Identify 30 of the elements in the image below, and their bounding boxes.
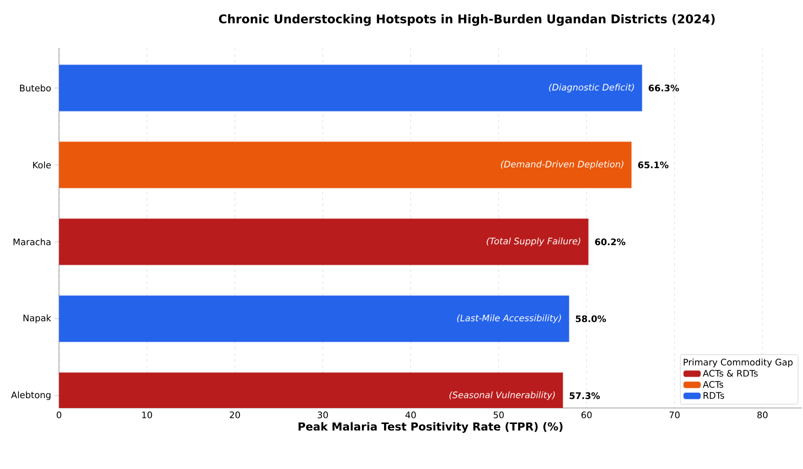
data-label: 57.3%	[570, 392, 600, 400]
x-tick-label: 0	[56, 412, 62, 418]
x-tick-label: 80	[757, 412, 768, 418]
annotation: (Seasonal Vulnerability)	[449, 391, 555, 400]
annotation: (Last-Mile Accessibility)	[457, 314, 561, 324]
data-label: 60.2%	[595, 238, 626, 246]
x-tick-label: 50	[494, 412, 504, 418]
data-label: 58.0%	[576, 315, 606, 322]
x-tick-label: 10	[142, 412, 152, 418]
x-axis-title: Peak Malaria Test Positivity Rate (TPR) (%)	[298, 422, 562, 433]
data-label: 65.1%	[638, 162, 668, 168]
legend-label: ACTs	[702, 381, 724, 388]
y-tick-label: Butebo	[20, 84, 51, 92]
y-tick-label: Kole	[33, 161, 51, 168]
chart-title: Chronic Understocking Hotspots in High-Burden Ugandan Districts (2024)	[218, 14, 715, 26]
annotation: (Demand-Driven Depletion)	[500, 160, 624, 170]
legend-label: RDTs	[704, 392, 724, 399]
y-tick-label: Maracha	[14, 238, 50, 246]
legend-title: Primary Commodity Gap	[684, 358, 793, 368]
legend-label: ACTs & RDTs	[702, 370, 758, 377]
y-tick-label: Napak	[24, 314, 52, 324]
x-tick-label: 40	[405, 412, 416, 418]
x-tick-label: 60	[582, 412, 592, 418]
data-label: 66.3%	[648, 84, 679, 92]
x-tick-label: 20	[230, 412, 240, 418]
y-tick-label: Alebtong	[11, 391, 50, 400]
annotation: (Diagnostic Deficit)	[549, 84, 634, 92]
x-tick-label: 30	[318, 412, 328, 418]
x-tick-label: 70	[670, 412, 680, 418]
annotation: (Total Supply Failure)	[486, 237, 580, 246]
